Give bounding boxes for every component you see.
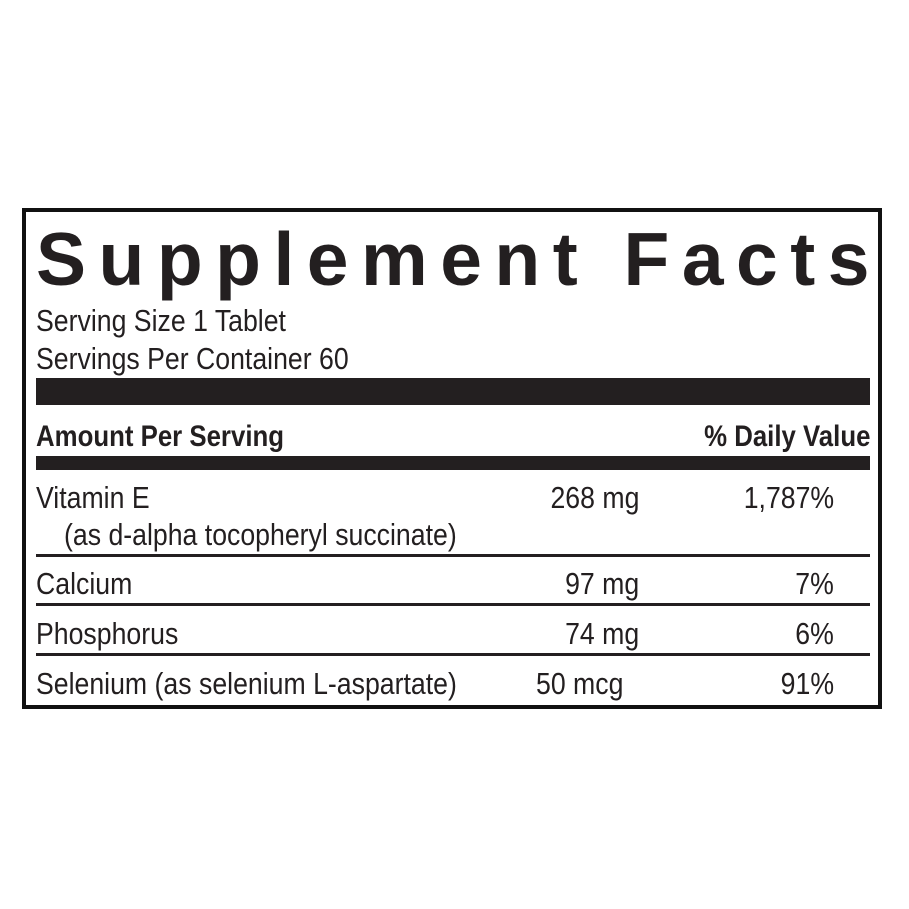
nutrient-name: Phosphorus <box>36 616 179 651</box>
nutrient-dv: 6% <box>795 616 834 651</box>
nutrient-name: Selenium (as selenium L-aspartate) <box>36 666 457 701</box>
nutrient-source: (as d-alpha tocopheryl succinate) <box>64 517 457 552</box>
nutrient-dv: 7% <box>795 566 834 601</box>
nutrient-amount: 50 mcg <box>536 666 624 701</box>
nutrient-amount: 74 mg <box>564 616 639 651</box>
supplement-facts-panel: Supplement Facts Serving Size 1 Tablet S… <box>22 208 882 709</box>
label-title: Supplement Facts <box>36 217 882 301</box>
nutrient-name: Vitamin E <box>36 480 150 515</box>
medium-divider <box>36 456 870 470</box>
serving-size: Serving Size 1 Tablet <box>36 303 286 338</box>
nutrient-dv: 91% <box>780 666 834 701</box>
header-daily-value: % Daily Value <box>703 420 870 453</box>
row-divider <box>36 653 870 656</box>
servings-per-container: Servings Per Container 60 <box>36 341 349 376</box>
nutrient-name: Calcium <box>36 566 133 601</box>
nutrient-amount: 268 mg <box>550 480 639 515</box>
nutrient-dv: 1,787% <box>743 480 834 515</box>
row-divider <box>36 554 870 557</box>
nutrient-amount: 97 mg <box>564 566 639 601</box>
row-divider <box>36 603 870 606</box>
header-amount-per-serving: Amount Per Serving <box>36 420 285 453</box>
thick-divider <box>36 378 870 405</box>
